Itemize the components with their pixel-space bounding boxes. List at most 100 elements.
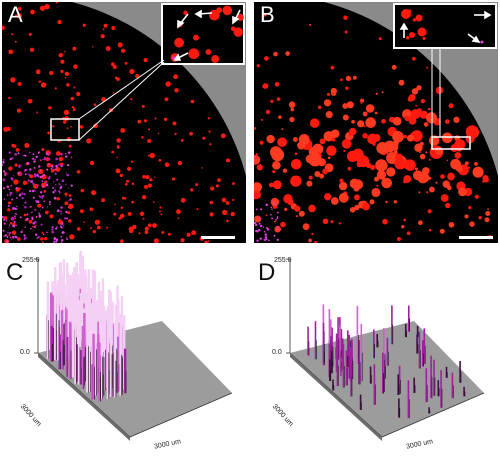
red-spot (428, 186, 435, 193)
red-spot (76, 91, 81, 97)
magenta-spot (22, 155, 24, 157)
red-spot (141, 136, 144, 139)
red-spot (52, 125, 55, 128)
magenta-spot (39, 175, 43, 179)
red-spot (447, 172, 455, 181)
red-spot (324, 193, 332, 201)
red-spot (11, 230, 17, 235)
magenta-spot (275, 204, 277, 206)
magenta-spot (55, 157, 59, 161)
magenta-spot (35, 199, 38, 203)
red-spot (294, 152, 298, 156)
magenta-spot (3, 198, 5, 200)
red-spot (226, 219, 229, 223)
red-spot (395, 153, 403, 161)
red-spot (190, 99, 195, 104)
red-spot (23, 213, 27, 217)
red-spot (262, 83, 269, 89)
red-spot (292, 137, 298, 142)
magenta-spot (11, 157, 14, 160)
magenta-spot (60, 152, 63, 156)
red-spot (116, 156, 118, 159)
red-spot (16, 108, 21, 113)
magenta-spot (2, 161, 5, 164)
magenta-spot (256, 239, 259, 242)
magenta-spot (265, 203, 268, 207)
red-spot (143, 58, 148, 63)
red-spot (8, 49, 14, 55)
magenta-spot (15, 224, 17, 226)
magenta-spot (21, 192, 24, 195)
red-spot (202, 136, 206, 140)
red-spot (149, 178, 153, 182)
magenta-spot (16, 197, 18, 199)
inset-arrows (173, 9, 241, 61)
magenta-spot (48, 175, 51, 178)
micrograph-panel-a: A (2, 2, 246, 243)
red-spot (278, 115, 282, 119)
red-spot (160, 213, 163, 216)
magenta-spot (3, 218, 5, 221)
red-spot (207, 240, 210, 243)
magenta-spot (48, 157, 51, 161)
magenta-spot (271, 208, 273, 210)
red-spot (17, 6, 22, 11)
magenta-spot (70, 184, 73, 187)
red-spot (417, 172, 429, 184)
red-spot (280, 221, 286, 228)
magenta-spot (8, 226, 10, 228)
red-spot (2, 25, 5, 31)
magenta-spot (10, 238, 13, 240)
red-spot (266, 134, 275, 144)
red-spot (92, 229, 96, 234)
magenta-spot (67, 207, 69, 209)
magenta-spot (24, 173, 27, 176)
magenta-spot (11, 216, 14, 219)
magenta-spot (39, 195, 42, 199)
red-spot (272, 160, 281, 170)
red-spot (426, 66, 429, 69)
red-spot (270, 197, 280, 207)
red-spot (345, 75, 352, 82)
red-spot (60, 69, 64, 74)
magenta-spot (55, 164, 58, 168)
red-spot (330, 65, 335, 70)
red-spot (45, 157, 50, 162)
panel-letter-d: D (258, 259, 276, 286)
red-spot (177, 217, 180, 220)
magenta-spot (32, 222, 35, 225)
red-spot (165, 81, 171, 87)
red-spot (317, 105, 322, 110)
magenta-spot (23, 238, 26, 241)
red-spot (230, 211, 235, 217)
red-spot (76, 227, 81, 231)
magenta-spot (262, 226, 265, 228)
red-spot (29, 174, 34, 179)
red-spot (342, 103, 349, 109)
magenta-spot (13, 215, 17, 218)
red-spot (220, 133, 226, 139)
red-spot (397, 237, 401, 241)
magenta-spot (61, 179, 65, 183)
red-spot (180, 238, 185, 243)
red-spot (45, 210, 49, 215)
red-spot (418, 191, 421, 194)
red-spot (144, 184, 148, 189)
red-spot (68, 194, 72, 197)
red-spot (153, 238, 159, 243)
red-spot (308, 146, 319, 157)
red-spot (43, 236, 48, 241)
red-spot (144, 230, 149, 235)
red-spot (152, 223, 157, 228)
red-spot (348, 127, 357, 136)
magenta-spot (264, 236, 268, 239)
magenta-spot (65, 183, 67, 186)
magenta-spot (5, 220, 8, 222)
red-spot (24, 143, 30, 148)
inset-red-spot (222, 5, 233, 16)
red-spot (338, 181, 348, 191)
red-spot (138, 232, 141, 235)
red-spot (49, 214, 54, 219)
magenta-spot (54, 189, 57, 192)
magenta-spot (38, 212, 41, 215)
